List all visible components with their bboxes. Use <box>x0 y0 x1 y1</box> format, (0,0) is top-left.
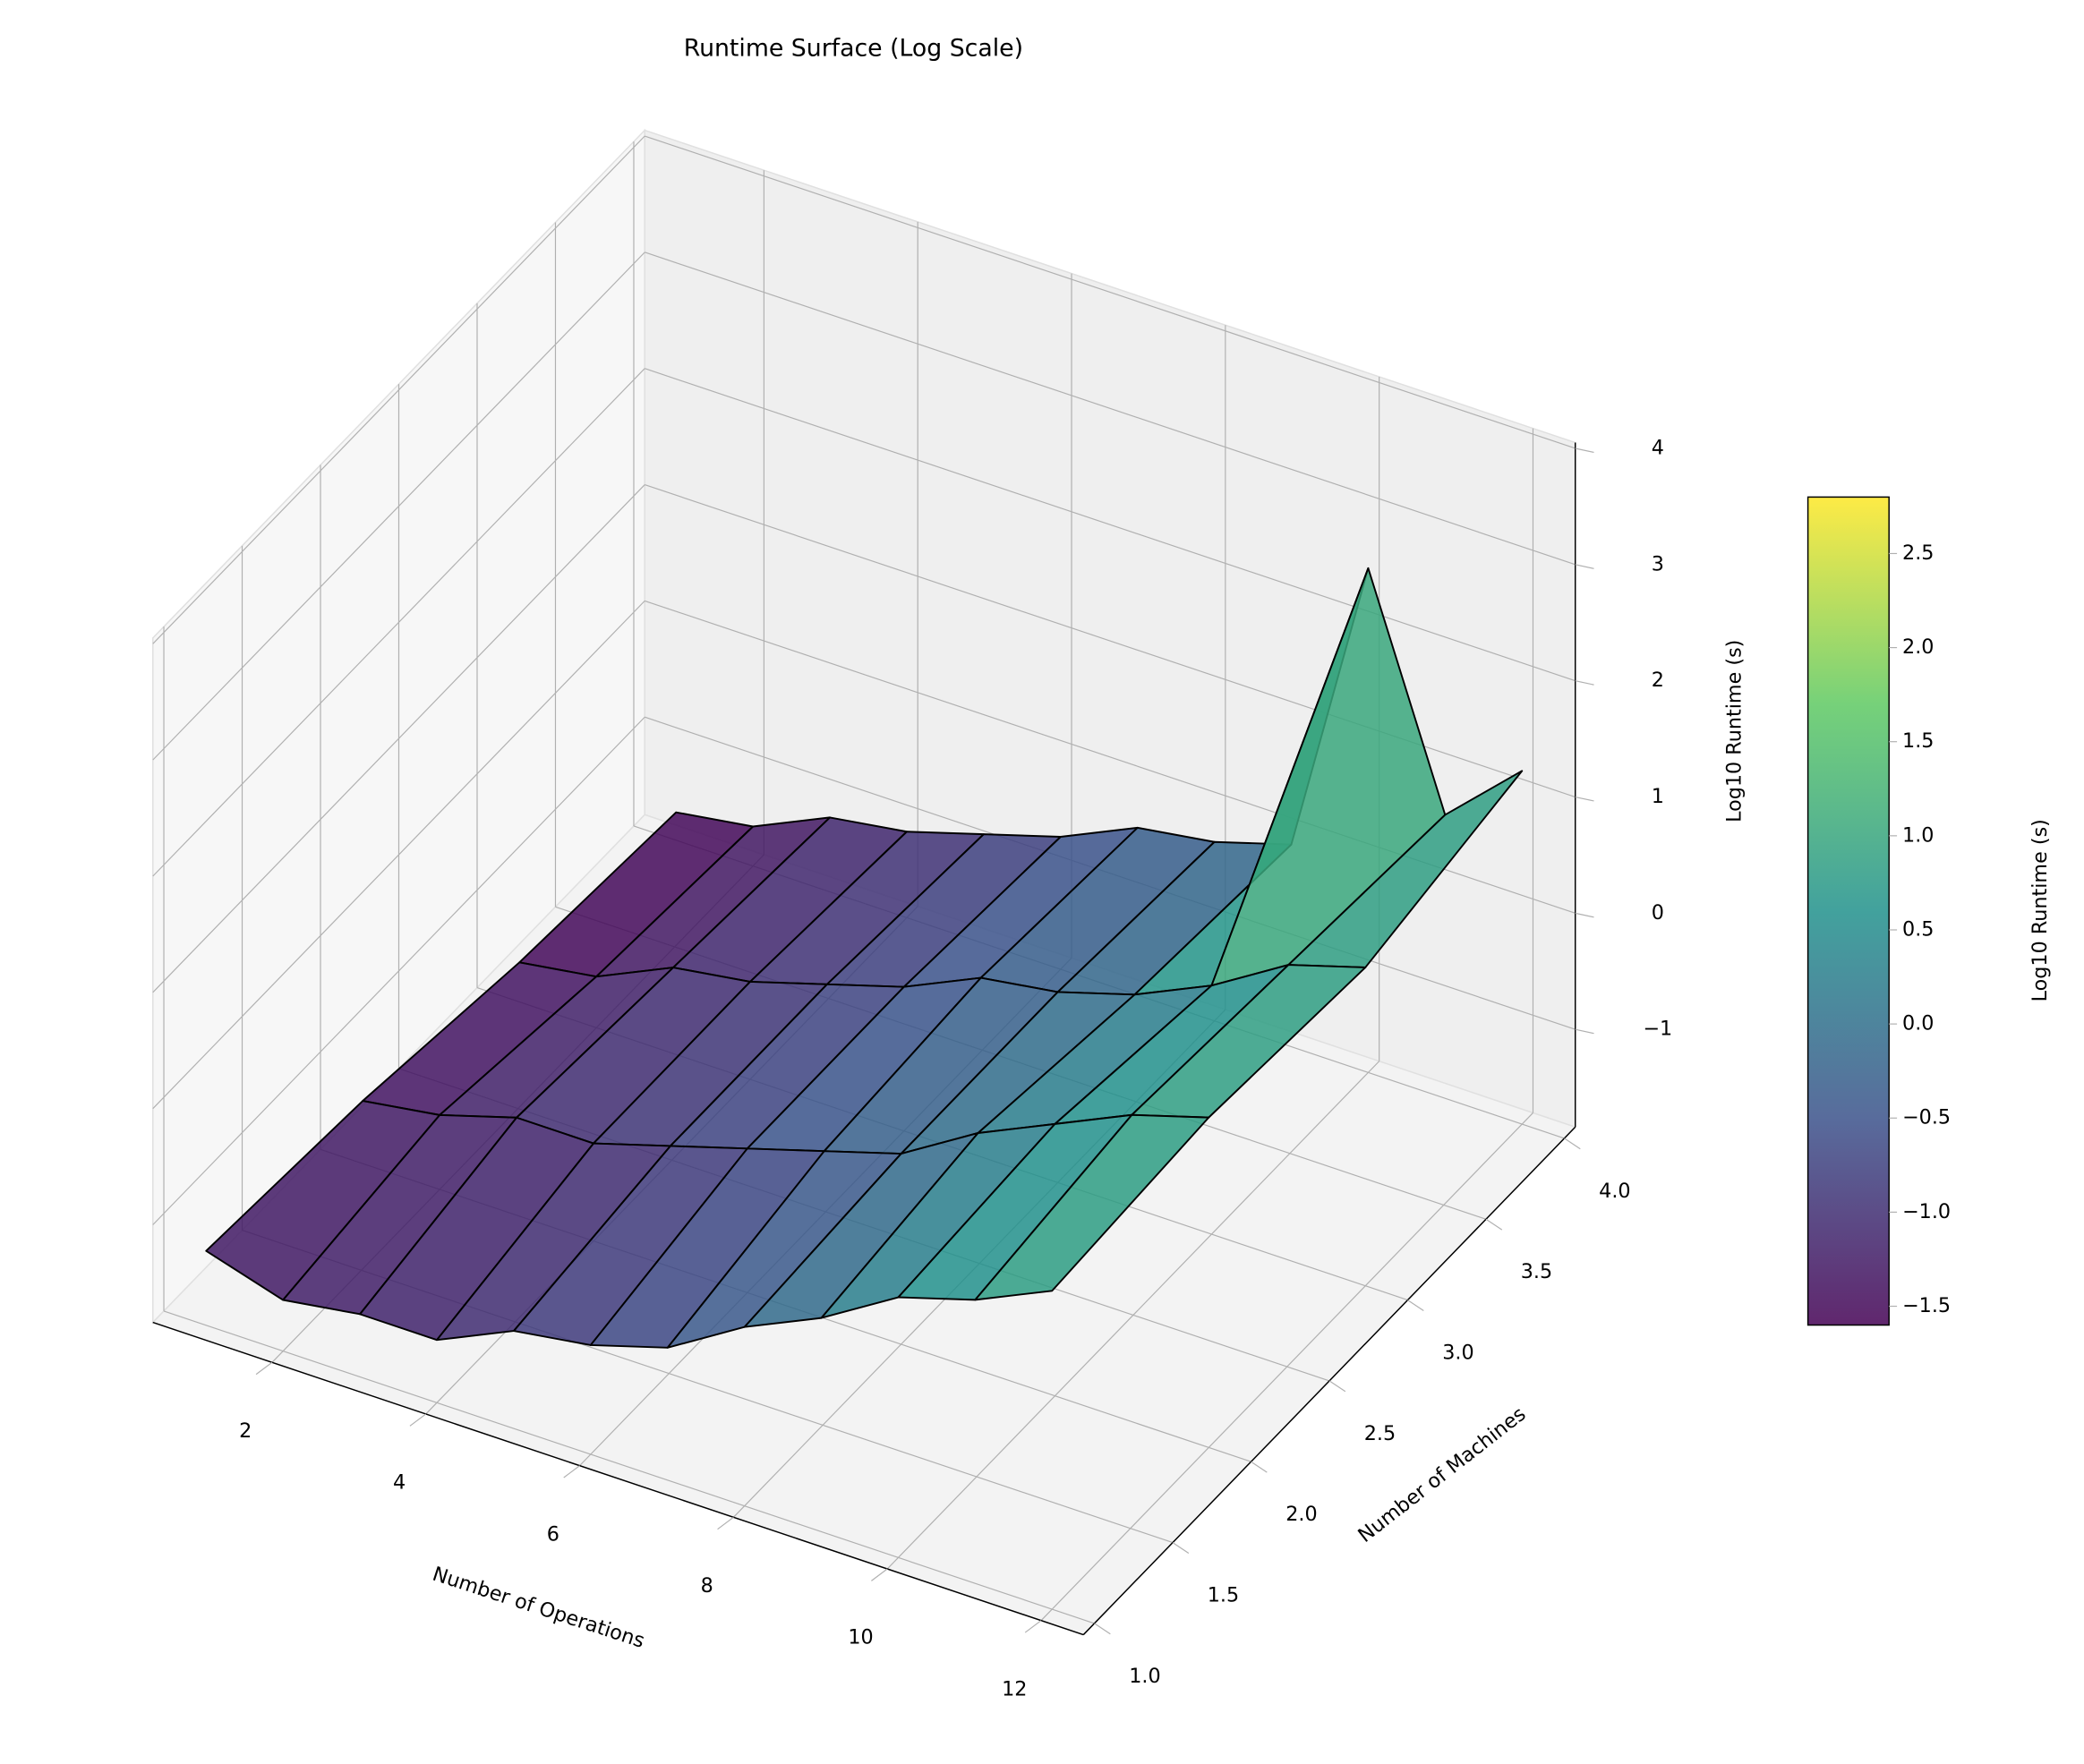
y-tick <box>1328 1380 1346 1393</box>
y-tick-label: 2.0 <box>1285 1503 1317 1526</box>
grid-line <box>645 135 1576 449</box>
x-tick-label: 2 <box>239 1419 252 1443</box>
grid-line <box>152 135 645 644</box>
colorbar-tick-label: 0.5 <box>1902 917 1934 941</box>
x-tick-label: 12 <box>1002 1677 1027 1700</box>
z-tick-label: 0 <box>1652 901 1664 925</box>
plot-area: Runtime Surface (Log Scale) 246810121.01… <box>151 34 2052 1700</box>
z-tick <box>1575 564 1594 569</box>
z-tick-label: 3 <box>1652 552 1664 575</box>
x-tick <box>717 1516 734 1530</box>
x-axis-label: Number of Operations <box>430 1563 647 1653</box>
z-tick <box>1575 1028 1594 1035</box>
y-tick-label: 3.5 <box>1521 1260 1552 1283</box>
z-tick <box>1575 447 1594 454</box>
x-tick-label: 4 <box>393 1471 406 1495</box>
x-tick-label: 10 <box>848 1626 873 1649</box>
z-tick-label: 4 <box>1652 436 1664 459</box>
z-axis-label: Log10 Runtime (s) <box>1722 640 1746 822</box>
y-tick <box>1094 1623 1111 1635</box>
x-tick-label: 6 <box>547 1522 559 1546</box>
y-tick-label: 3.0 <box>1442 1341 1473 1364</box>
grid-line <box>645 251 1576 566</box>
z-tick-label: 2 <box>1652 669 1664 692</box>
grid-line <box>152 484 645 993</box>
chart-title: Runtime Surface (Log Scale) <box>684 34 1023 62</box>
y-tick-label: 4.0 <box>1599 1180 1630 1203</box>
x-tick <box>563 1465 580 1479</box>
z-tick <box>1575 912 1594 918</box>
surface-facet <box>974 1113 1210 1301</box>
y-tick <box>1407 1300 1424 1311</box>
grid-line <box>152 716 645 1225</box>
grid-line <box>163 1310 1095 1624</box>
y-tick <box>1485 1218 1503 1231</box>
colorbar-label: Log10 Runtime (s) <box>2028 819 2052 1001</box>
colorbar-tick-label: 2.5 <box>1902 541 1934 565</box>
x-tick <box>871 1568 888 1581</box>
y-tick-label: 1.5 <box>1208 1583 1239 1606</box>
y-tick-label: 1.0 <box>1129 1665 1160 1688</box>
x-axis-line <box>152 1321 1084 1636</box>
x-tick <box>255 1361 273 1376</box>
x-tick <box>1024 1620 1042 1633</box>
colorbar-tick-label: −1.5 <box>1902 1294 1951 1317</box>
x-tick <box>409 1413 427 1427</box>
colorbar-tick-label: 1.0 <box>1902 823 1934 847</box>
x-tick-label: 8 <box>701 1574 713 1598</box>
grid-line <box>645 368 1576 682</box>
colorbar-tick-label: 1.5 <box>1902 729 1934 753</box>
z-tick-label: −1 <box>1643 1018 1672 1041</box>
y-tick <box>1172 1542 1190 1554</box>
colorbar-tick-label: 0.0 <box>1902 1012 1934 1035</box>
z-tick-label: 1 <box>1652 785 1664 808</box>
colorbar-tick-label: −0.5 <box>1902 1106 1951 1129</box>
y-tick-label: 2.5 <box>1364 1422 1396 1445</box>
grid-line <box>152 368 645 877</box>
z-tick <box>1575 680 1594 686</box>
y-tick <box>1564 1138 1581 1150</box>
colorbar-tick-label: −1.0 <box>1902 1200 1951 1223</box>
y-tick <box>1251 1461 1268 1473</box>
z-tick <box>1575 796 1594 802</box>
colorbar-tick-label: 2.0 <box>1902 635 1934 659</box>
grid-line <box>152 600 645 1110</box>
colorbar <box>1806 496 1890 1326</box>
grid-line <box>152 251 645 761</box>
